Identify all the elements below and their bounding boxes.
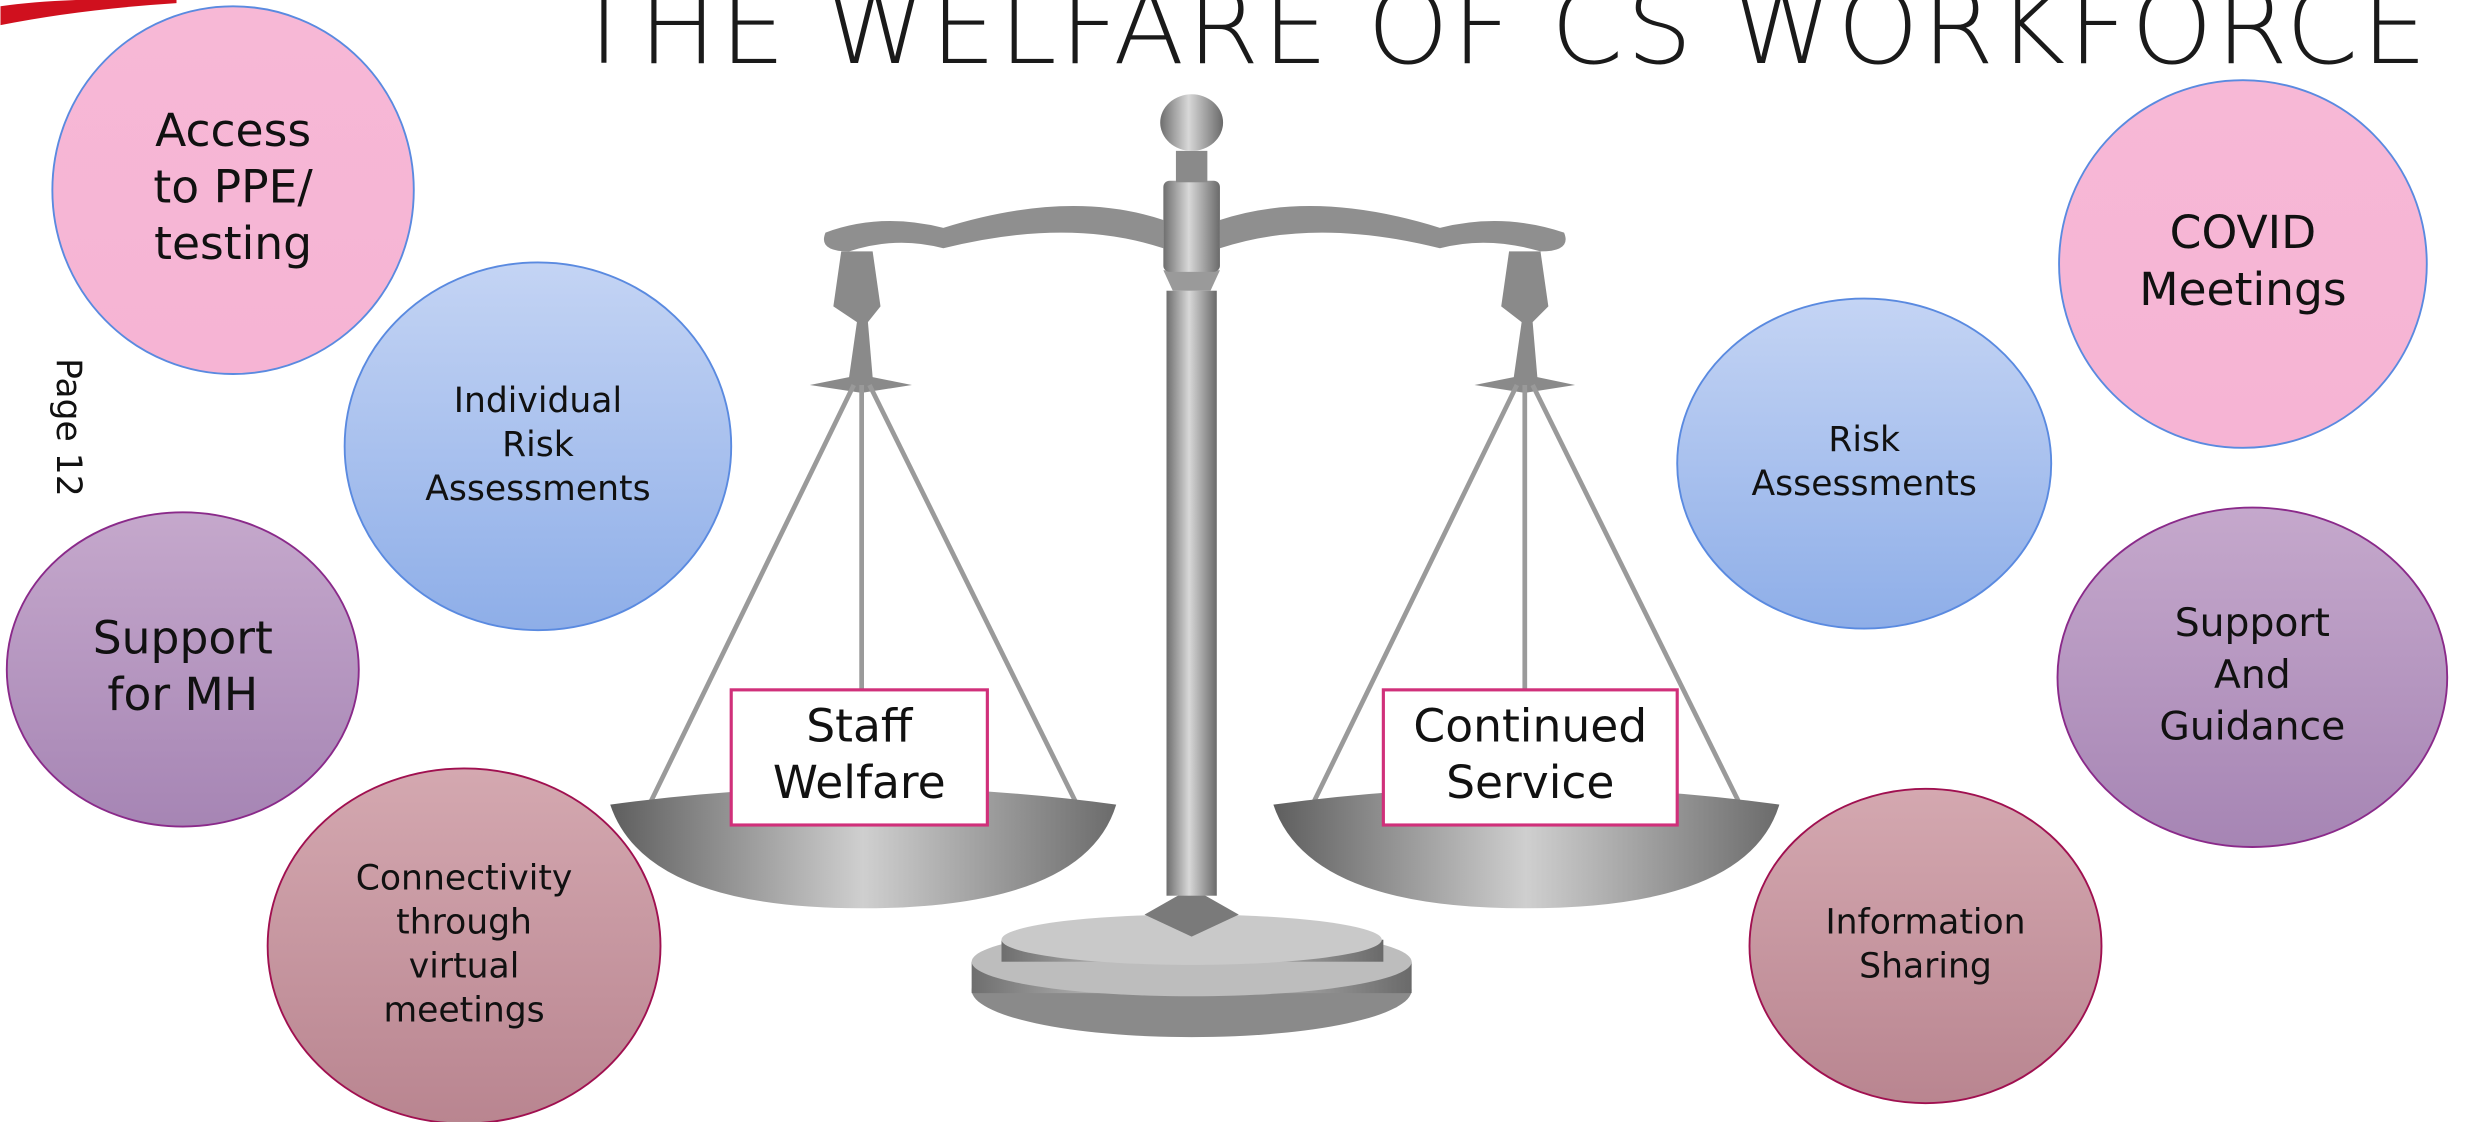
circle-label: Risk xyxy=(1828,420,1900,460)
circle-label: virtual xyxy=(409,947,520,987)
circle-label: through xyxy=(396,903,532,943)
circle-label: Support xyxy=(2175,601,2330,646)
circle-label: COVID xyxy=(2170,206,2317,259)
pan-label: Continued xyxy=(1413,700,1647,753)
circle-label: to PPE/ xyxy=(153,161,313,214)
circle-label: Assessments xyxy=(1752,464,1977,504)
page-label: Page 12 xyxy=(48,358,88,497)
circle-label: meetings xyxy=(383,991,544,1031)
circle-label: Information xyxy=(1825,903,2025,943)
slide: THE WELFARE OF CS WORKFORCE Page 12 Acce… xyxy=(0,0,2465,1122)
scale xyxy=(610,94,1779,1037)
swoosh xyxy=(1,0,177,25)
circle-label: And xyxy=(2214,653,2291,698)
circle-label: testing xyxy=(154,217,312,270)
topic-circle xyxy=(268,768,661,1122)
page: THE WELFARE OF CS WORKFORCE Page 12 Acce… xyxy=(0,0,2465,1122)
pan-label: Staff xyxy=(806,700,914,753)
circle-label: Meetings xyxy=(2139,263,2346,316)
circle-label: Connectivity xyxy=(356,859,573,899)
circle-label: Guidance xyxy=(2159,705,2345,750)
pan-label: Service xyxy=(1446,756,1614,809)
title: THE WELFARE OF CS WORKFORCE xyxy=(572,0,2430,88)
circle-label: for MH xyxy=(107,668,258,721)
circle-label: Sharing xyxy=(1859,947,1992,987)
circle-label: Support xyxy=(93,612,273,665)
circle-label: Access xyxy=(155,104,311,157)
circle-label: Individual xyxy=(454,381,622,421)
circle-label: Risk xyxy=(502,425,574,465)
circle-label: Assessments xyxy=(425,469,650,509)
pan-label: Welfare xyxy=(773,756,946,809)
